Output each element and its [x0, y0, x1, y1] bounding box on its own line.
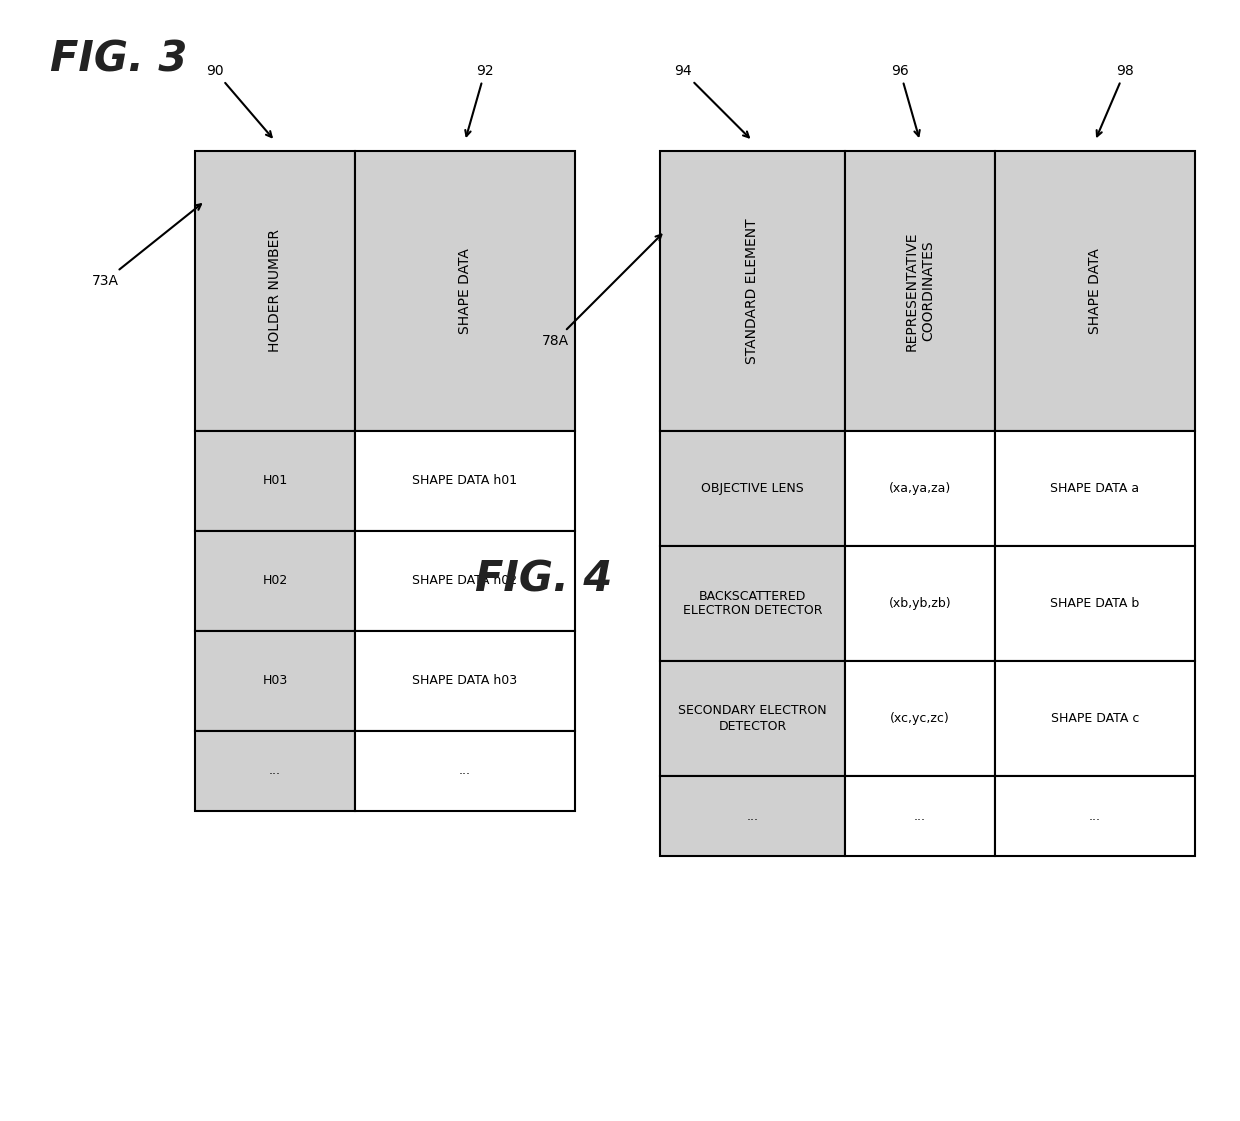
FancyBboxPatch shape — [660, 151, 844, 430]
Text: (xb,yb,zb): (xb,yb,zb) — [889, 597, 951, 610]
Text: SHAPE DATA h03: SHAPE DATA h03 — [413, 675, 517, 687]
Text: (xa,ya,za): (xa,ya,za) — [889, 482, 951, 495]
FancyBboxPatch shape — [660, 430, 844, 546]
Text: SHAPE DATA b: SHAPE DATA b — [1050, 597, 1140, 610]
Text: SHAPE DATA h01: SHAPE DATA h01 — [413, 474, 517, 488]
FancyBboxPatch shape — [844, 151, 994, 430]
FancyBboxPatch shape — [844, 546, 994, 661]
Text: 73A: 73A — [92, 204, 201, 288]
Text: BACKSCATTERED
ELECTRON DETECTOR: BACKSCATTERED ELECTRON DETECTOR — [683, 590, 822, 618]
FancyBboxPatch shape — [844, 776, 994, 856]
Text: ...: ... — [269, 765, 281, 778]
Text: HOLDER NUMBER: HOLDER NUMBER — [268, 230, 281, 352]
FancyBboxPatch shape — [994, 776, 1195, 856]
Text: SECONDARY ELECTRON
DETECTOR: SECONDARY ELECTRON DETECTOR — [678, 704, 827, 732]
Text: OBJECTIVE LENS: OBJECTIVE LENS — [701, 482, 804, 495]
Text: ...: ... — [746, 809, 759, 823]
FancyBboxPatch shape — [994, 661, 1195, 776]
FancyBboxPatch shape — [355, 531, 575, 631]
FancyBboxPatch shape — [195, 531, 355, 631]
Text: H02: H02 — [263, 574, 288, 587]
Text: REPRESENTATIVE
COORDINATES: REPRESENTATIVE COORDINATES — [905, 231, 935, 351]
Text: SHAPE DATA: SHAPE DATA — [458, 248, 472, 334]
FancyBboxPatch shape — [195, 631, 355, 731]
FancyBboxPatch shape — [660, 546, 844, 661]
Text: SHAPE DATA a: SHAPE DATA a — [1050, 482, 1140, 495]
FancyBboxPatch shape — [660, 776, 844, 856]
Text: ...: ... — [459, 765, 471, 778]
Text: ...: ... — [914, 809, 926, 823]
FancyBboxPatch shape — [355, 631, 575, 731]
Text: SHAPE DATA h02: SHAPE DATA h02 — [413, 574, 517, 587]
Text: SHAPE DATA c: SHAPE DATA c — [1050, 712, 1140, 725]
Text: (xc,yc,zc): (xc,yc,zc) — [890, 712, 950, 725]
Text: H03: H03 — [263, 675, 288, 687]
FancyBboxPatch shape — [195, 731, 355, 810]
FancyBboxPatch shape — [355, 731, 575, 810]
Text: STANDARD ELEMENT: STANDARD ELEMENT — [745, 219, 759, 364]
Text: 96: 96 — [892, 64, 920, 136]
FancyBboxPatch shape — [195, 151, 355, 430]
FancyBboxPatch shape — [994, 151, 1195, 430]
FancyBboxPatch shape — [994, 546, 1195, 661]
Text: SHAPE DATA: SHAPE DATA — [1087, 248, 1102, 334]
Text: 90: 90 — [206, 64, 272, 137]
FancyBboxPatch shape — [660, 661, 844, 776]
Text: 92: 92 — [465, 64, 494, 136]
Text: 94: 94 — [673, 64, 749, 138]
FancyBboxPatch shape — [355, 430, 575, 531]
Text: 98: 98 — [1096, 64, 1133, 137]
FancyBboxPatch shape — [994, 430, 1195, 546]
Text: FIG. 4: FIG. 4 — [475, 558, 613, 600]
Text: H01: H01 — [263, 474, 288, 488]
Text: FIG. 3: FIG. 3 — [50, 38, 187, 80]
FancyBboxPatch shape — [844, 661, 994, 776]
FancyBboxPatch shape — [844, 430, 994, 546]
Text: ...: ... — [1089, 809, 1101, 823]
FancyBboxPatch shape — [355, 151, 575, 430]
FancyBboxPatch shape — [195, 430, 355, 531]
Text: 78A: 78A — [542, 234, 661, 348]
